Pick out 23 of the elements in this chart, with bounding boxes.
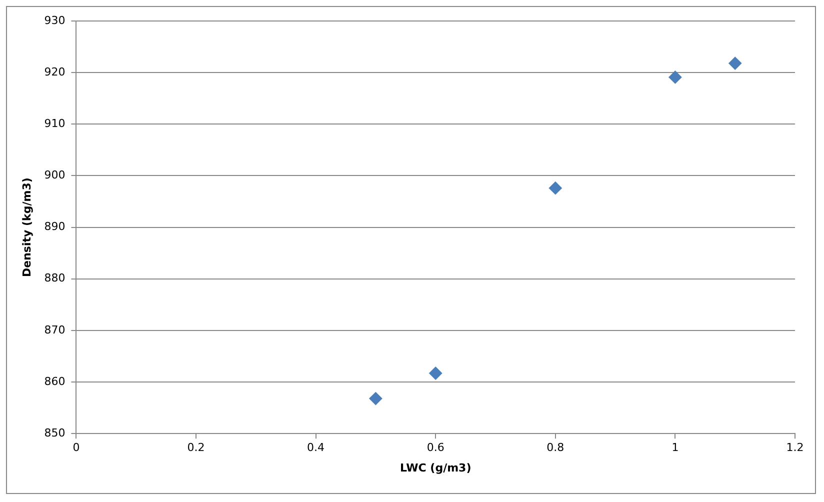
x-tick-label: 0 — [72, 441, 80, 454]
x-tick-label: 1 — [672, 441, 679, 454]
x-axis-title: LWC (g/m3) — [400, 461, 472, 474]
point — [728, 56, 742, 70]
x-tick-label: 0.6 — [426, 441, 444, 454]
y-tick-label: 850 — [44, 426, 66, 440]
y-tick-label: 930 — [44, 14, 66, 27]
y-tick-label: 870 — [44, 323, 66, 336]
point — [429, 366, 442, 380]
y-tick-label: 920 — [44, 65, 66, 78]
point — [369, 392, 382, 406]
x-tick-label: 0.8 — [546, 441, 564, 454]
y-tick-label: 880 — [44, 272, 66, 285]
y-tick-label: 910 — [44, 117, 66, 130]
point — [548, 182, 562, 195]
y-tick-label: 860 — [44, 374, 66, 388]
y-axis-title: Density (kg/m3) — [20, 178, 34, 277]
y-tick-label: 900 — [44, 168, 66, 182]
point — [668, 70, 682, 84]
x-tick-label: 0.2 — [187, 441, 205, 454]
x-tick-label: 1.2 — [786, 441, 804, 454]
x-tick-label: 0.4 — [307, 441, 325, 454]
y-tick-label: 890 — [44, 220, 66, 234]
